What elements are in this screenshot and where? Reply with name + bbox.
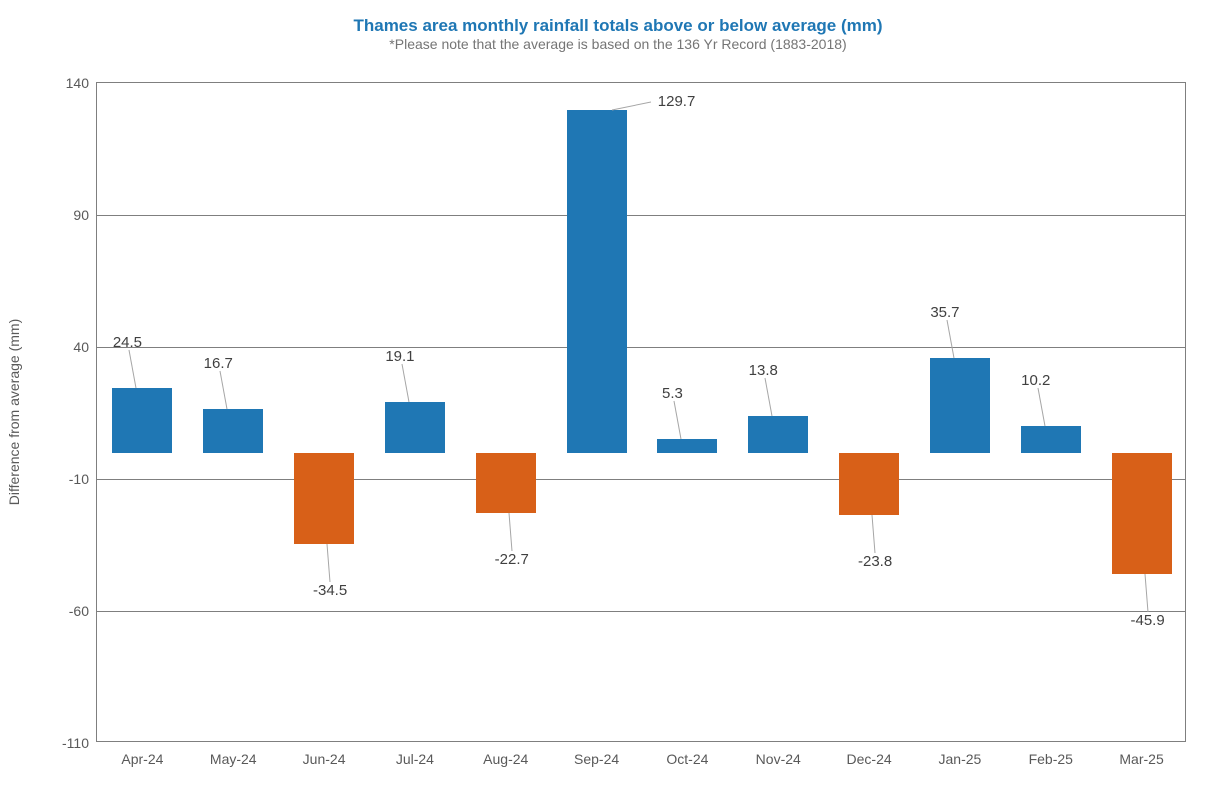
leader-line (945, 318, 956, 360)
x-tick-label: Mar-25 (1119, 741, 1163, 767)
x-tick-label: Sep-24 (574, 741, 619, 767)
data-label: 24.5 (113, 334, 142, 351)
y-axis-label: Difference from average (mm) (6, 319, 22, 505)
leader-line (672, 399, 683, 441)
gridline (97, 347, 1185, 348)
data-label: 10.2 (1021, 372, 1050, 389)
x-tick-label: Dec-24 (847, 741, 892, 767)
x-tick-label: Aug-24 (483, 741, 528, 767)
bar (203, 409, 263, 453)
data-label: -45.9 (1130, 612, 1164, 629)
leader-line (400, 362, 411, 404)
x-tick-label: Oct-24 (666, 741, 708, 767)
bar (567, 110, 627, 452)
leader-line (763, 376, 774, 418)
data-label: -22.7 (495, 551, 529, 568)
bar (1021, 426, 1081, 453)
y-tick-label: 140 (66, 75, 97, 91)
y-tick-label: 90 (73, 207, 97, 223)
data-label: -23.8 (858, 553, 892, 570)
gridline (97, 611, 1185, 612)
leader-line (1143, 572, 1150, 614)
bar (112, 388, 172, 453)
data-label: 16.7 (204, 355, 233, 372)
gridline (97, 215, 1185, 216)
y-tick-label: -60 (69, 603, 97, 619)
data-label: 35.7 (930, 304, 959, 321)
x-tick-label: Jan-25 (939, 741, 982, 767)
bar (385, 402, 445, 452)
plot-area: -110-60-104090140Apr-2424.5May-2416.7Jun… (96, 82, 1186, 742)
x-tick-label: Nov-24 (756, 741, 801, 767)
y-tick-label: 40 (73, 339, 97, 355)
x-tick-label: Apr-24 (121, 741, 163, 767)
data-label: 5.3 (662, 385, 683, 402)
bar (748, 416, 808, 452)
y-tick-label: -110 (62, 735, 97, 751)
chart-subtitle: *Please note that the average is based o… (48, 36, 1188, 52)
x-tick-label: Feb-25 (1029, 741, 1073, 767)
data-label: 19.1 (385, 348, 414, 365)
bar (294, 453, 354, 544)
y-tick-label: -10 (69, 471, 97, 487)
x-tick-label: Jul-24 (396, 741, 434, 767)
x-tick-label: Jun-24 (303, 741, 346, 767)
leader-line (325, 542, 332, 584)
x-tick-label: May-24 (210, 741, 257, 767)
data-label: 129.7 (658, 93, 696, 110)
bar (839, 453, 899, 516)
bar (930, 358, 990, 452)
bar (476, 453, 536, 513)
chart-container: Thames area monthly rainfall totals abov… (48, 16, 1188, 52)
bar (657, 439, 717, 453)
data-label: 13.8 (749, 362, 778, 379)
bar (1112, 453, 1172, 574)
gridline (97, 479, 1185, 480)
data-label: -34.5 (313, 582, 347, 599)
leader-line (507, 511, 514, 553)
chart-title: Thames area monthly rainfall totals abov… (48, 16, 1188, 36)
leader-line (218, 369, 229, 411)
leader-line (127, 348, 138, 390)
leader-line (870, 513, 877, 555)
leader-line (1036, 386, 1047, 428)
